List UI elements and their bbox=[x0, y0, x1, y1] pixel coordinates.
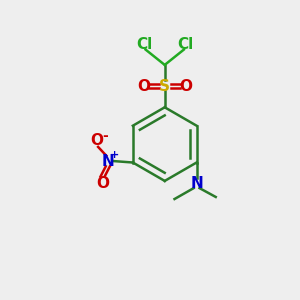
Text: Cl: Cl bbox=[177, 37, 194, 52]
Text: O: O bbox=[179, 79, 192, 94]
Text: O: O bbox=[96, 176, 109, 191]
Text: S: S bbox=[159, 79, 170, 94]
Text: O: O bbox=[137, 79, 150, 94]
Text: O: O bbox=[90, 133, 103, 148]
Text: Cl: Cl bbox=[136, 37, 152, 52]
Text: -: - bbox=[102, 129, 108, 143]
Text: +: + bbox=[110, 150, 119, 160]
Text: N: N bbox=[190, 176, 203, 191]
Text: N: N bbox=[101, 154, 114, 169]
